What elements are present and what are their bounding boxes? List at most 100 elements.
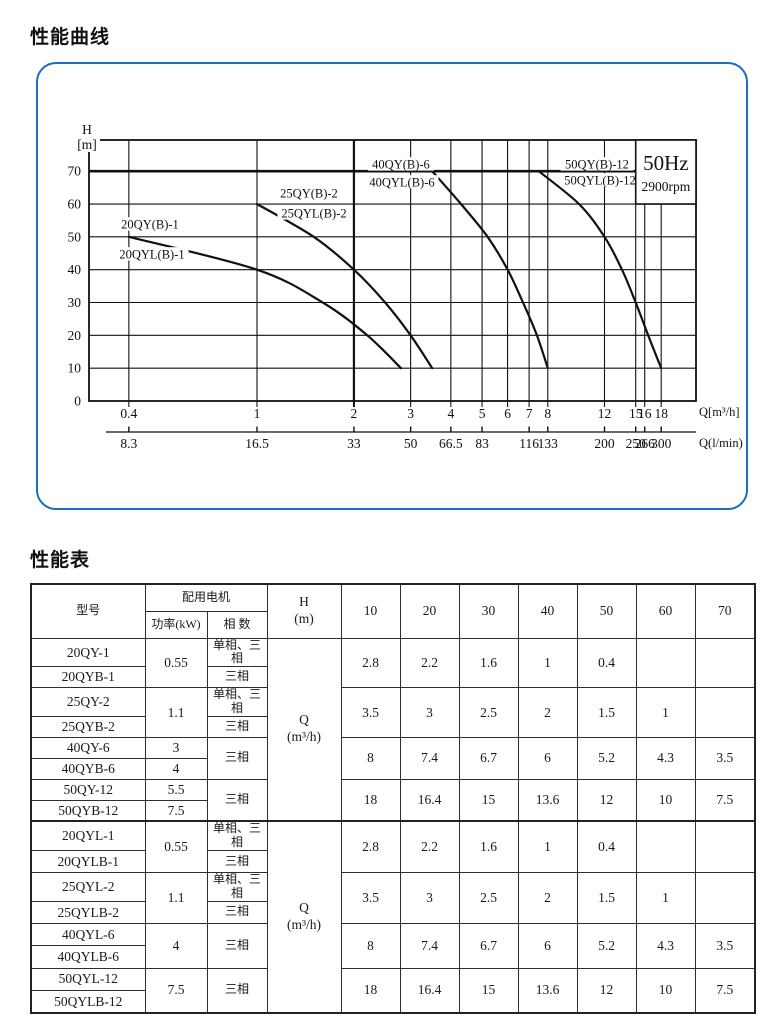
table-row: 型号 配用电机 H (m) 10 20 30 40 50 60 70 xyxy=(30,583,756,639)
flow-value-cell: 1.6 xyxy=(458,820,519,874)
model-25QYLB-2: 25QYLB-2 xyxy=(30,900,146,924)
flow-value-cell: 1.5 xyxy=(576,687,637,738)
flow-value-cell: 12 xyxy=(576,967,637,1014)
curve-label-bg xyxy=(277,206,351,220)
flow-unit-cell: Q (m³/h) xyxy=(266,820,342,1014)
model-40QYB-6: 40QYB-6 xyxy=(30,757,146,780)
flow-value-cell: 0.4 xyxy=(576,637,637,689)
table-row: 40QY-6 3 三相 8 7.4 6.7 6 5.2 4.3 3.5 xyxy=(30,736,756,780)
flow-value-cell: 1 xyxy=(635,687,696,738)
phase-cell: 单相、三相 xyxy=(206,637,268,668)
y-tick-label-30: 30 xyxy=(68,295,82,310)
x-tick-label-5: 5 xyxy=(479,406,486,421)
curve-label-bg xyxy=(275,186,343,200)
curve-label-40QY(B)-6: 40QY(B)-6 xyxy=(372,157,430,171)
curve-50QY(B)-12 xyxy=(537,170,663,370)
flow-value-cell: 2.8 xyxy=(340,637,401,689)
header-head-40: 40 xyxy=(517,583,578,639)
x-tick-label-1: 1 xyxy=(254,406,261,421)
table-row: 功率(kW) 相 数 xyxy=(31,610,755,639)
flow-value-cell: 3.5 xyxy=(694,922,756,969)
x-tick-label-18: 18 xyxy=(654,406,668,421)
x-tick-label-16: 16 xyxy=(638,406,652,421)
flow-value-cell: 18 xyxy=(340,778,401,822)
y-tick-label-70: 70 xyxy=(68,164,82,179)
phase-cell: 单相、三相 xyxy=(206,872,268,902)
lmin-tick-label-16.5: 16.5 xyxy=(245,436,269,451)
flow-value-cell: 16.4 xyxy=(399,967,460,1014)
performance-curves-panel: 0.4 1 2 3 4 5 6 7 8 12 15 16 18 Q[m³/h] 8.3 16.5 33 50 66.… xyxy=(36,62,748,510)
lmin-tick-label-66.5: 66.5 xyxy=(439,436,463,451)
flow-value-cell: 1.5 xyxy=(576,872,637,924)
flow-value-cell: 16.4 xyxy=(399,778,460,822)
x-tick-label-2: 2 xyxy=(351,406,358,421)
frequency-box xyxy=(634,139,697,205)
power-cell: 7.5 xyxy=(144,799,208,822)
power-cell: 7.5 xyxy=(144,967,208,1014)
table-row: 50QY-12 5.5 三相 18 16.4 15 13.6 12 10 7.5 xyxy=(30,778,756,822)
table-row: 50QYL-12 7.5 三相 18 16.4 15 13.6 12 10 7.5 xyxy=(30,967,756,1014)
power-cell: 4 xyxy=(144,757,208,780)
lmin-tick-label-266: 266 xyxy=(635,436,656,451)
x-tick-label-15: 15 xyxy=(629,406,643,421)
speed-label: 2900rpm xyxy=(641,179,690,194)
flow-value-cell xyxy=(694,637,756,689)
flow-value-cell: 3.5 xyxy=(694,736,756,780)
flow-value-cell: 7.4 xyxy=(399,736,460,780)
flow-value-cell: 18 xyxy=(340,967,401,1014)
flow-value-cell: 2.2 xyxy=(399,820,460,874)
flow-value-cell: 7.4 xyxy=(399,922,460,969)
flow-value-cell: 10 xyxy=(635,778,696,822)
flow-value-cell: 3 xyxy=(399,687,460,738)
x-tick-label-8: 8 xyxy=(544,406,551,421)
flow-value-cell: 6 xyxy=(517,922,578,969)
x-tick-label-6: 6 xyxy=(504,406,511,421)
y-tick-label-50: 50 xyxy=(68,229,82,244)
y-tick-label-10: 10 xyxy=(68,361,82,376)
flow-value-cell: 2.2 xyxy=(399,637,460,689)
flow-value-cell: 0.4 xyxy=(576,820,637,874)
flow-value-cell: 4.3 xyxy=(635,736,696,780)
flow-value-cell: 6.7 xyxy=(458,922,519,969)
phase-cell: 三相 xyxy=(206,666,268,689)
x-tick-label-3: 3 xyxy=(407,406,414,421)
flow-value-cell: 7.5 xyxy=(694,967,756,1014)
curve-label-40QYL(B)-6: 40QYL(B)-6 xyxy=(369,175,434,189)
flow-value-cell xyxy=(635,820,696,874)
curve-label-bg xyxy=(115,247,189,261)
flow-value-cell: 15 xyxy=(458,967,519,1014)
flow-value-cell: 3.5 xyxy=(340,687,401,738)
x-tick-label-12: 12 xyxy=(598,406,612,421)
y-tick-label-0: 0 xyxy=(74,394,81,409)
phase-cell: 单相、三相 xyxy=(206,687,268,717)
table-row: 25QYL-2 1.1 单相、三相 3.5 3 2.5 2 1.5 1 xyxy=(30,872,756,924)
x-tick-label-7: 7 xyxy=(526,406,533,421)
y-tick-label-20: 20 xyxy=(68,328,82,343)
x-tick-label-4: 4 xyxy=(447,406,454,421)
power-cell: 4 xyxy=(144,922,208,969)
x-axis-unit-lmin: Q(l/min) xyxy=(699,436,743,450)
curve-label-20QYL(B)-1: 20QYL(B)-1 xyxy=(119,247,184,261)
flow-value-cell: 1 xyxy=(517,820,578,874)
curve-label-50QY(B)-12: 50QY(B)-12 xyxy=(565,157,629,171)
curve-label-bg xyxy=(116,217,184,231)
curve-label-20QY(B)-1: 20QY(B)-1 xyxy=(121,217,179,231)
flow-value-cell: 6.7 xyxy=(458,736,519,780)
table-row: 40QYLB-6 xyxy=(30,945,755,969)
header-power: 功率(kW) xyxy=(144,610,208,639)
phase-cell: 三相 xyxy=(206,900,268,924)
flow-value-cell: 5.2 xyxy=(576,922,637,969)
flow-value-cell: 8 xyxy=(340,922,401,969)
lmin-tick-label-250: 250 xyxy=(626,436,647,451)
model-20QYB-1: 20QYB-1 xyxy=(30,666,146,689)
model-20QYLB-1: 20QYLB-1 xyxy=(30,849,146,874)
flow-value-cell: 2.5 xyxy=(458,872,519,924)
lmin-tick-label-300: 300 xyxy=(651,436,672,451)
model-50QYL-12: 50QYL-12 xyxy=(30,967,146,991)
table-row: 50QYB-12 7.5 xyxy=(30,799,755,822)
curve-40QY(B)-6 xyxy=(431,170,549,370)
table-row: 50QYLB-12 xyxy=(30,989,755,1014)
lmin-tick-label-200: 200 xyxy=(594,436,615,451)
curve-label-bg xyxy=(560,173,640,187)
